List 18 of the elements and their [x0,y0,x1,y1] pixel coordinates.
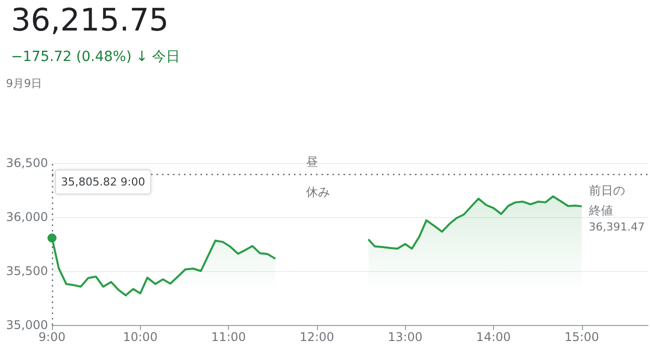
text: 9月9日 [6,77,42,90]
y-tick-label: 36,000 [6,210,48,224]
x-tick-label: 12:00 [300,330,334,344]
x-tick-label: 15:00 [564,330,600,344]
annotation: 休み [306,185,330,199]
x-tick-label: 11:00 [211,330,246,344]
x-tick-label: 13:00 [388,330,422,344]
ref-line-label: 前日の終値 36,391.47 [588,184,645,234]
x-tick-label: 10:00 [123,330,158,344]
x-tick-label: 9:00 [38,330,66,344]
y-tick-label: 35,000 [6,318,48,332]
ref-line-label: 35,805.82 9:00 [61,176,146,188]
annotation: 昼 [306,155,318,169]
y-tick-label: 36,500 [6,156,48,170]
chart-subtitle: −175.72 (0.48%) ↓ 今日 [11,49,180,65]
x-tick-label: 14:00 [476,330,511,344]
y-tick-label: 35,500 [6,264,48,278]
chart-title: 36,215.75 [11,2,169,38]
